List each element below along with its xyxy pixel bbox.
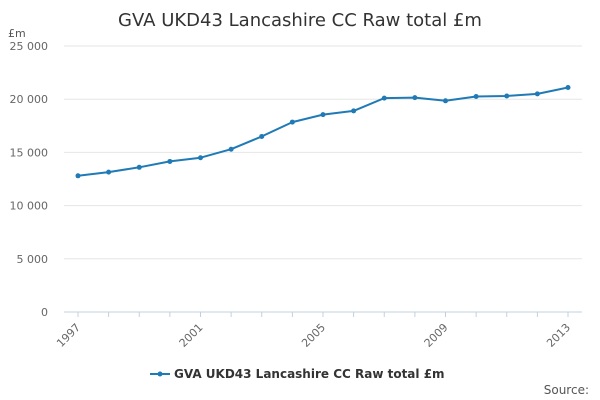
series-line bbox=[77, 86, 569, 177]
series-layer bbox=[75, 84, 571, 179]
data-point[interactable] bbox=[106, 169, 112, 175]
x-axis-ticks: 1997 2001 2005 2009 2013 bbox=[54, 321, 573, 350]
y-tick-label: 15 000 bbox=[10, 146, 49, 159]
y-unit-label: £m bbox=[8, 27, 26, 40]
data-point[interactable] bbox=[167, 158, 173, 164]
data-point[interactable] bbox=[565, 84, 571, 90]
x-axis bbox=[64, 311, 582, 317]
data-point[interactable] bbox=[75, 173, 81, 179]
y-tick-label: 10 000 bbox=[10, 200, 49, 213]
data-point[interactable] bbox=[289, 119, 295, 125]
data-point[interactable] bbox=[259, 133, 265, 139]
y-tick-label: 20 000 bbox=[10, 93, 49, 106]
grid-lines bbox=[64, 45, 582, 260]
data-point[interactable] bbox=[504, 93, 510, 99]
source-label[interactable]: Source: bbox=[544, 383, 589, 397]
data-point[interactable] bbox=[320, 112, 326, 118]
data-point[interactable] bbox=[351, 108, 357, 114]
data-point[interactable] bbox=[534, 91, 540, 97]
x-tick-label: 2005 bbox=[299, 321, 328, 350]
y-tick-label: 5 000 bbox=[17, 253, 49, 266]
data-point[interactable] bbox=[443, 98, 448, 104]
legend[interactable]: GVA UKD43 Lancashire CC Raw total £m bbox=[150, 367, 445, 381]
x-tick-label: 2001 bbox=[177, 321, 206, 350]
y-tick-label: 0 bbox=[41, 306, 48, 319]
data-point[interactable] bbox=[473, 94, 479, 100]
legend-label: GVA UKD43 Lancashire CC Raw total £m bbox=[174, 367, 445, 381]
data-point[interactable] bbox=[412, 95, 418, 101]
x-tick-label: 2009 bbox=[422, 321, 451, 350]
legend-marker bbox=[157, 371, 163, 377]
data-point[interactable] bbox=[381, 95, 387, 101]
data-point[interactable] bbox=[228, 146, 234, 152]
data-point[interactable] bbox=[198, 155, 203, 161]
x-tick-label: 2013 bbox=[544, 321, 573, 350]
y-axis-ticks: 0 5 000 10 000 15 000 20 000 25 000 bbox=[10, 40, 49, 319]
y-tick-label: 25 000 bbox=[10, 40, 49, 53]
x-tick-label: 1997 bbox=[54, 321, 83, 350]
chart-title: GVA UKD43 Lancashire CC Raw total £m bbox=[118, 10, 482, 31]
data-point[interactable] bbox=[136, 164, 142, 170]
